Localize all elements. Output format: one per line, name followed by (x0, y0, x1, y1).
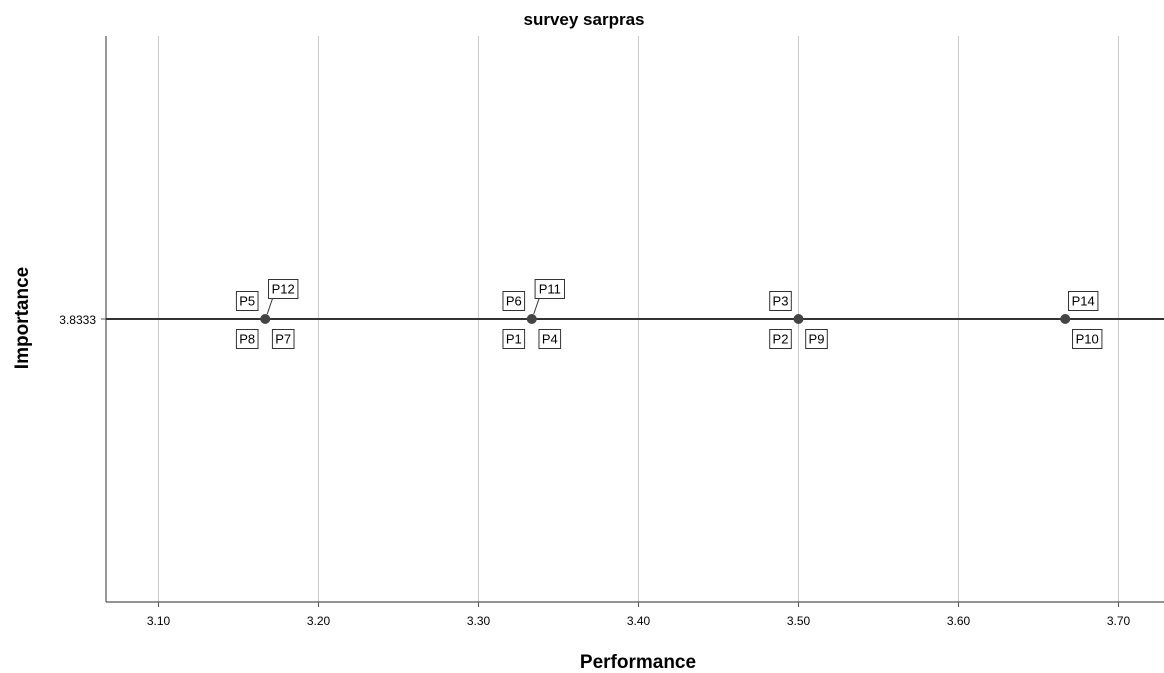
x-tick-label: 3.40 (627, 614, 651, 628)
data-point (793, 314, 804, 324)
x-tick-label: 3.50 (787, 614, 811, 628)
label-leader-line (266, 298, 273, 315)
point-label-box (1072, 329, 1103, 349)
point-label-box (769, 291, 792, 311)
point-label-box (805, 329, 828, 349)
point-label-box (502, 329, 526, 349)
point-labels: P5 P12 P8 P7 P6 P11 P1 P4 P3 P2 P9 P14 P10 (235, 279, 1103, 349)
point-label: P3 (773, 294, 789, 309)
y-tick-label: 3.8333 (59, 313, 96, 327)
data-point (526, 314, 537, 324)
x-tick-label: 3.60 (947, 614, 971, 628)
point-label: P8 (239, 332, 255, 347)
point-label: P7 (275, 332, 291, 347)
y-tick-labels: 3.8333 (59, 313, 96, 327)
point-label: P6 (506, 294, 522, 309)
point-label-box (534, 279, 565, 299)
point-label: P5 (239, 294, 255, 309)
point-label-box (271, 329, 295, 349)
point-label: P1 (506, 332, 522, 347)
point-label: P4 (542, 332, 558, 347)
point-label: P9 (809, 332, 825, 347)
label-leader-line (533, 298, 540, 315)
chart-title: survey sarpras (524, 10, 645, 29)
point-label: P11 (539, 282, 561, 297)
point-label-box (235, 291, 259, 311)
point-label-box (235, 329, 259, 349)
point-label: P2 (773, 332, 789, 347)
point-label-box (502, 291, 526, 311)
data-point (1060, 314, 1071, 324)
point-label: P14 (1072, 294, 1095, 309)
x-tick-label: 3.20 (307, 614, 331, 628)
point-label: P12 (272, 282, 295, 297)
data-points (260, 314, 1071, 324)
data-point (260, 314, 271, 324)
x-tick-label: 3.10 (147, 614, 171, 628)
point-label-box (769, 329, 792, 349)
axes (101, 36, 1164, 607)
point-label-box (268, 279, 299, 299)
y-axis-label: Importance (12, 267, 33, 369)
x-tick-labels: 3.10 3.20 3.30 3.40 3.50 3.60 3.70 (147, 614, 1131, 628)
x-tick-label: 3.30 (467, 614, 491, 628)
x-tick-label: 3.70 (1107, 614, 1131, 628)
point-label-box (1068, 291, 1099, 311)
point-label-box (538, 329, 562, 349)
point-label: P10 (1076, 332, 1099, 347)
x-axis-label: Performance (580, 652, 696, 673)
